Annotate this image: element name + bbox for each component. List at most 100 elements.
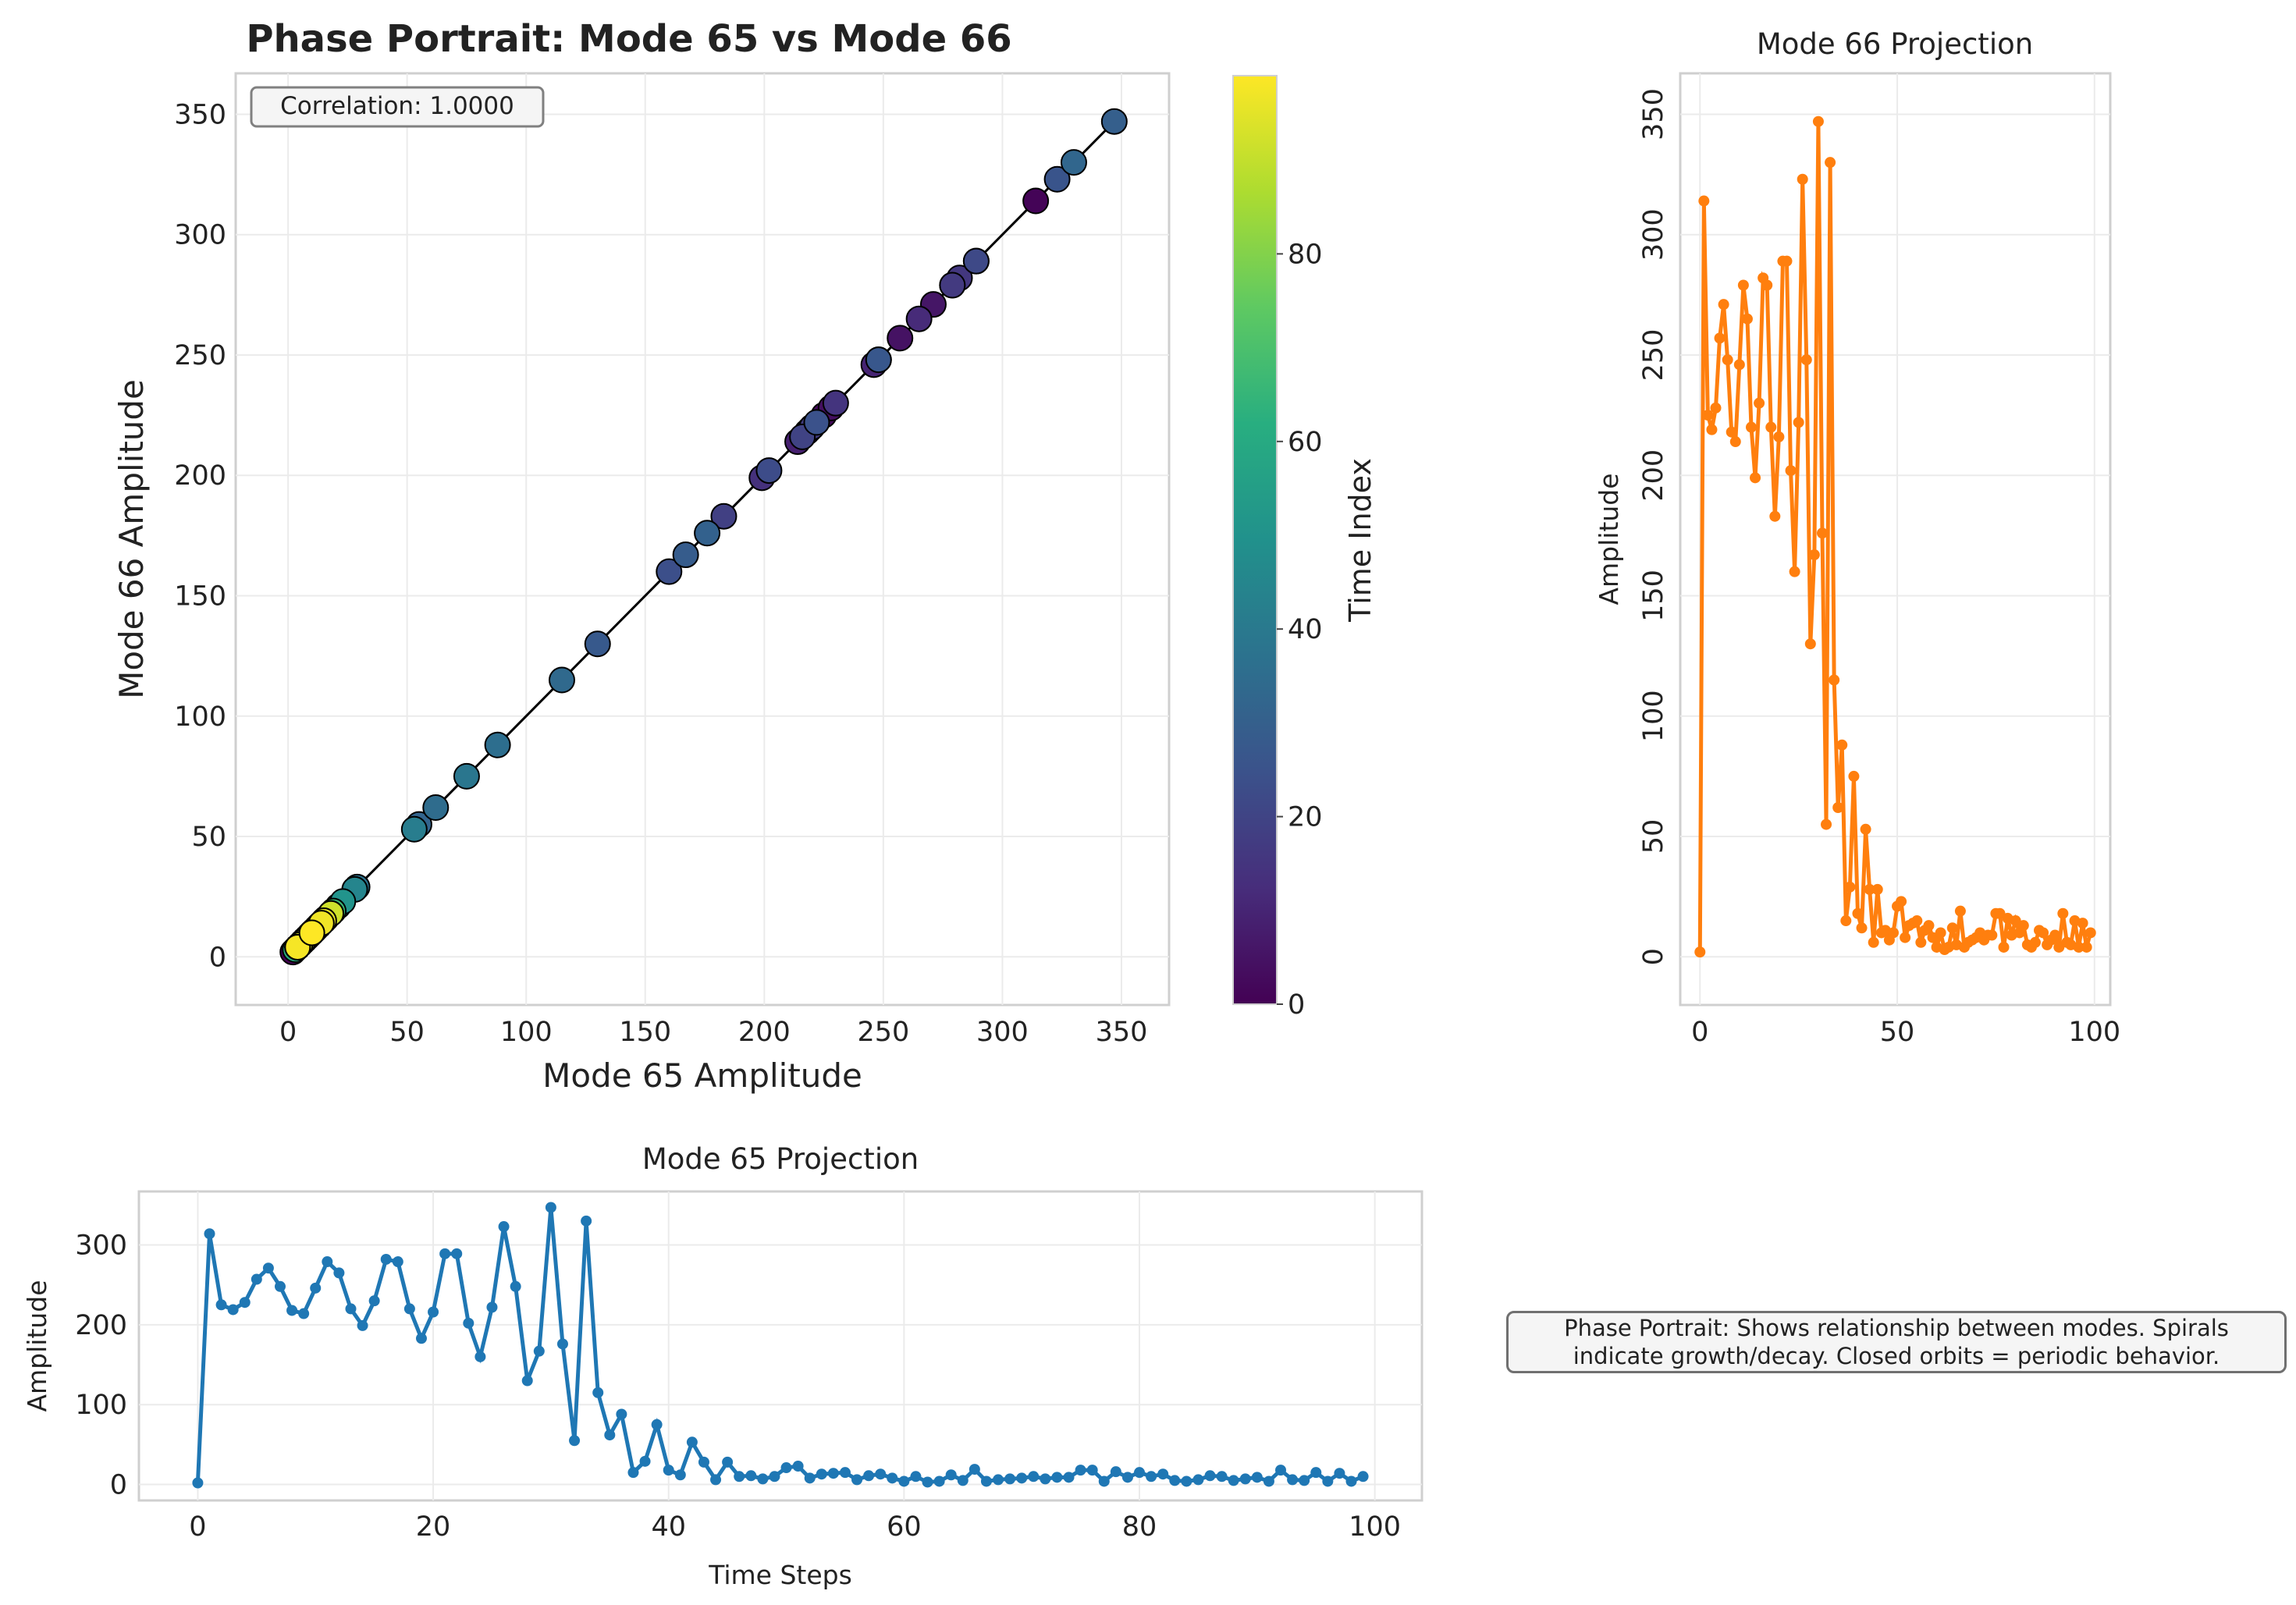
mode65-point — [227, 1304, 239, 1316]
phase-point — [939, 272, 966, 299]
phase-point — [905, 305, 933, 332]
mode66-point — [2017, 920, 2029, 932]
phase-point — [1100, 108, 1128, 135]
phase-point — [484, 731, 511, 758]
mode66-ytick-label: 200 — [1638, 449, 1669, 502]
mode66-ytick-label: 350 — [1638, 88, 1669, 140]
phase-point — [694, 520, 721, 547]
mode65-point — [403, 1303, 415, 1315]
phase-xtick-label: 200 — [738, 1017, 791, 1048]
mode66-point — [1927, 932, 1939, 943]
phase-ytick-label: 100 — [174, 701, 226, 733]
mode65-point — [510, 1280, 521, 1292]
mode65-point — [792, 1461, 804, 1472]
mode65-point — [239, 1297, 251, 1309]
mode66-point — [1710, 402, 1722, 414]
mode66-axes-frame — [1679, 72, 2112, 1007]
mode65-point — [933, 1475, 945, 1487]
phase-ytick-label: 200 — [174, 460, 226, 492]
mode65-series-line — [195, 1207, 1364, 1485]
mode66-point — [2077, 918, 2088, 929]
mode66-point — [1954, 905, 1966, 917]
phase-ytick-label: 250 — [174, 340, 226, 371]
mode65-point — [616, 1408, 627, 1420]
mode66-point — [1789, 566, 1800, 577]
mode66-point — [1741, 313, 1753, 325]
mode65-point — [569, 1435, 581, 1447]
mode66-projection-panel: Mode 66 Projection 0 50 100 0 50 100 150 200 250… — [1594, 27, 2120, 1048]
note-line-1: Phase Portrait: Shows relationship betwe… — [1564, 1315, 2229, 1341]
phase-ytick-label: 150 — [174, 581, 226, 613]
phase-point — [822, 389, 849, 417]
mode65-point — [898, 1475, 910, 1487]
mode66-point — [1804, 638, 1816, 650]
mode65-point — [451, 1248, 463, 1259]
phase-point — [584, 630, 611, 658]
mode66-ytick-label: 300 — [1638, 208, 1669, 261]
mode66-title: Mode 66 Projection — [1757, 27, 2033, 61]
mode66-xtick-label: 100 — [2068, 1017, 2120, 1048]
mode65-point — [1251, 1472, 1263, 1483]
mode65-point — [851, 1474, 863, 1486]
mode66-point — [2029, 936, 2041, 948]
mode66-xtick-label: 50 — [1880, 1017, 1915, 1048]
mode65-point — [839, 1467, 851, 1479]
mode65-point — [1146, 1471, 1157, 1482]
mode66-point — [1797, 173, 1808, 185]
mode66-point — [1923, 920, 1935, 932]
mode65-point — [698, 1456, 709, 1468]
mode65-point — [310, 1282, 322, 1294]
mode65-point — [1157, 1468, 1169, 1480]
phase-ylabel: Mode 66 Amplitude — [112, 379, 151, 699]
phase-ytick-label: 350 — [174, 99, 226, 130]
phase-ytick-label: 50 — [191, 822, 226, 853]
mode65-point — [1275, 1465, 1287, 1476]
mode65-point — [1345, 1475, 1357, 1487]
mode66-point — [1773, 431, 1785, 442]
mode65-point — [1134, 1467, 1146, 1479]
colorbar-tick-label: 0 — [1288, 989, 1305, 1021]
phase-point — [1043, 165, 1071, 193]
mode65-point — [1110, 1466, 1121, 1478]
mode65-point — [757, 1473, 769, 1485]
phase-point — [710, 502, 737, 530]
mode65-xtick-label: 20 — [416, 1511, 451, 1543]
mode65-point — [463, 1317, 474, 1329]
mode65-point — [1334, 1468, 1345, 1479]
mode66-ytick-label: 0 — [1638, 948, 1669, 965]
mode65-point — [380, 1253, 392, 1265]
mode65-point — [345, 1303, 357, 1315]
phase-point — [962, 247, 990, 275]
mode65-point — [1192, 1474, 1204, 1486]
mode66-point — [1726, 426, 1737, 438]
mode65-point — [439, 1248, 451, 1259]
mode65-point — [333, 1267, 345, 1279]
mode65-point — [922, 1476, 933, 1488]
phase-point — [1022, 187, 1050, 215]
mode66-point — [1832, 802, 1844, 814]
colorbar-label: Time Index — [1343, 458, 1377, 623]
mode66-point — [1848, 770, 1860, 782]
phase-point — [422, 794, 450, 822]
mode66-point — [1765, 421, 1777, 433]
mode66-point — [1852, 907, 1864, 919]
phase-point — [453, 762, 480, 790]
mode65-point — [804, 1472, 816, 1484]
mode65-xlabel: Time Steps — [708, 1560, 852, 1590]
mode66-point — [1714, 332, 1726, 344]
correlation-label: Correlation: 1.0000 — [280, 92, 514, 120]
mode65-axes-frame — [137, 1190, 1423, 1502]
mode65-point — [262, 1262, 274, 1274]
phase-point — [400, 815, 428, 843]
mode66-point — [1871, 883, 1883, 895]
phase-ytick-label: 0 — [209, 942, 226, 973]
mode65-point — [1121, 1472, 1133, 1483]
mode66-point — [2038, 927, 2049, 939]
phase-point — [887, 325, 914, 352]
mode66-point — [2081, 941, 2092, 953]
mode65-point — [663, 1465, 674, 1476]
mode66-ylabel: Amplitude — [1594, 473, 1624, 605]
mode66-point — [2073, 941, 2085, 953]
phase-point — [865, 346, 892, 374]
